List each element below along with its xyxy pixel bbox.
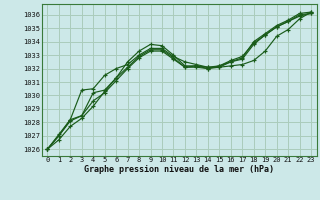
X-axis label: Graphe pression niveau de la mer (hPa): Graphe pression niveau de la mer (hPa) [84, 165, 274, 174]
